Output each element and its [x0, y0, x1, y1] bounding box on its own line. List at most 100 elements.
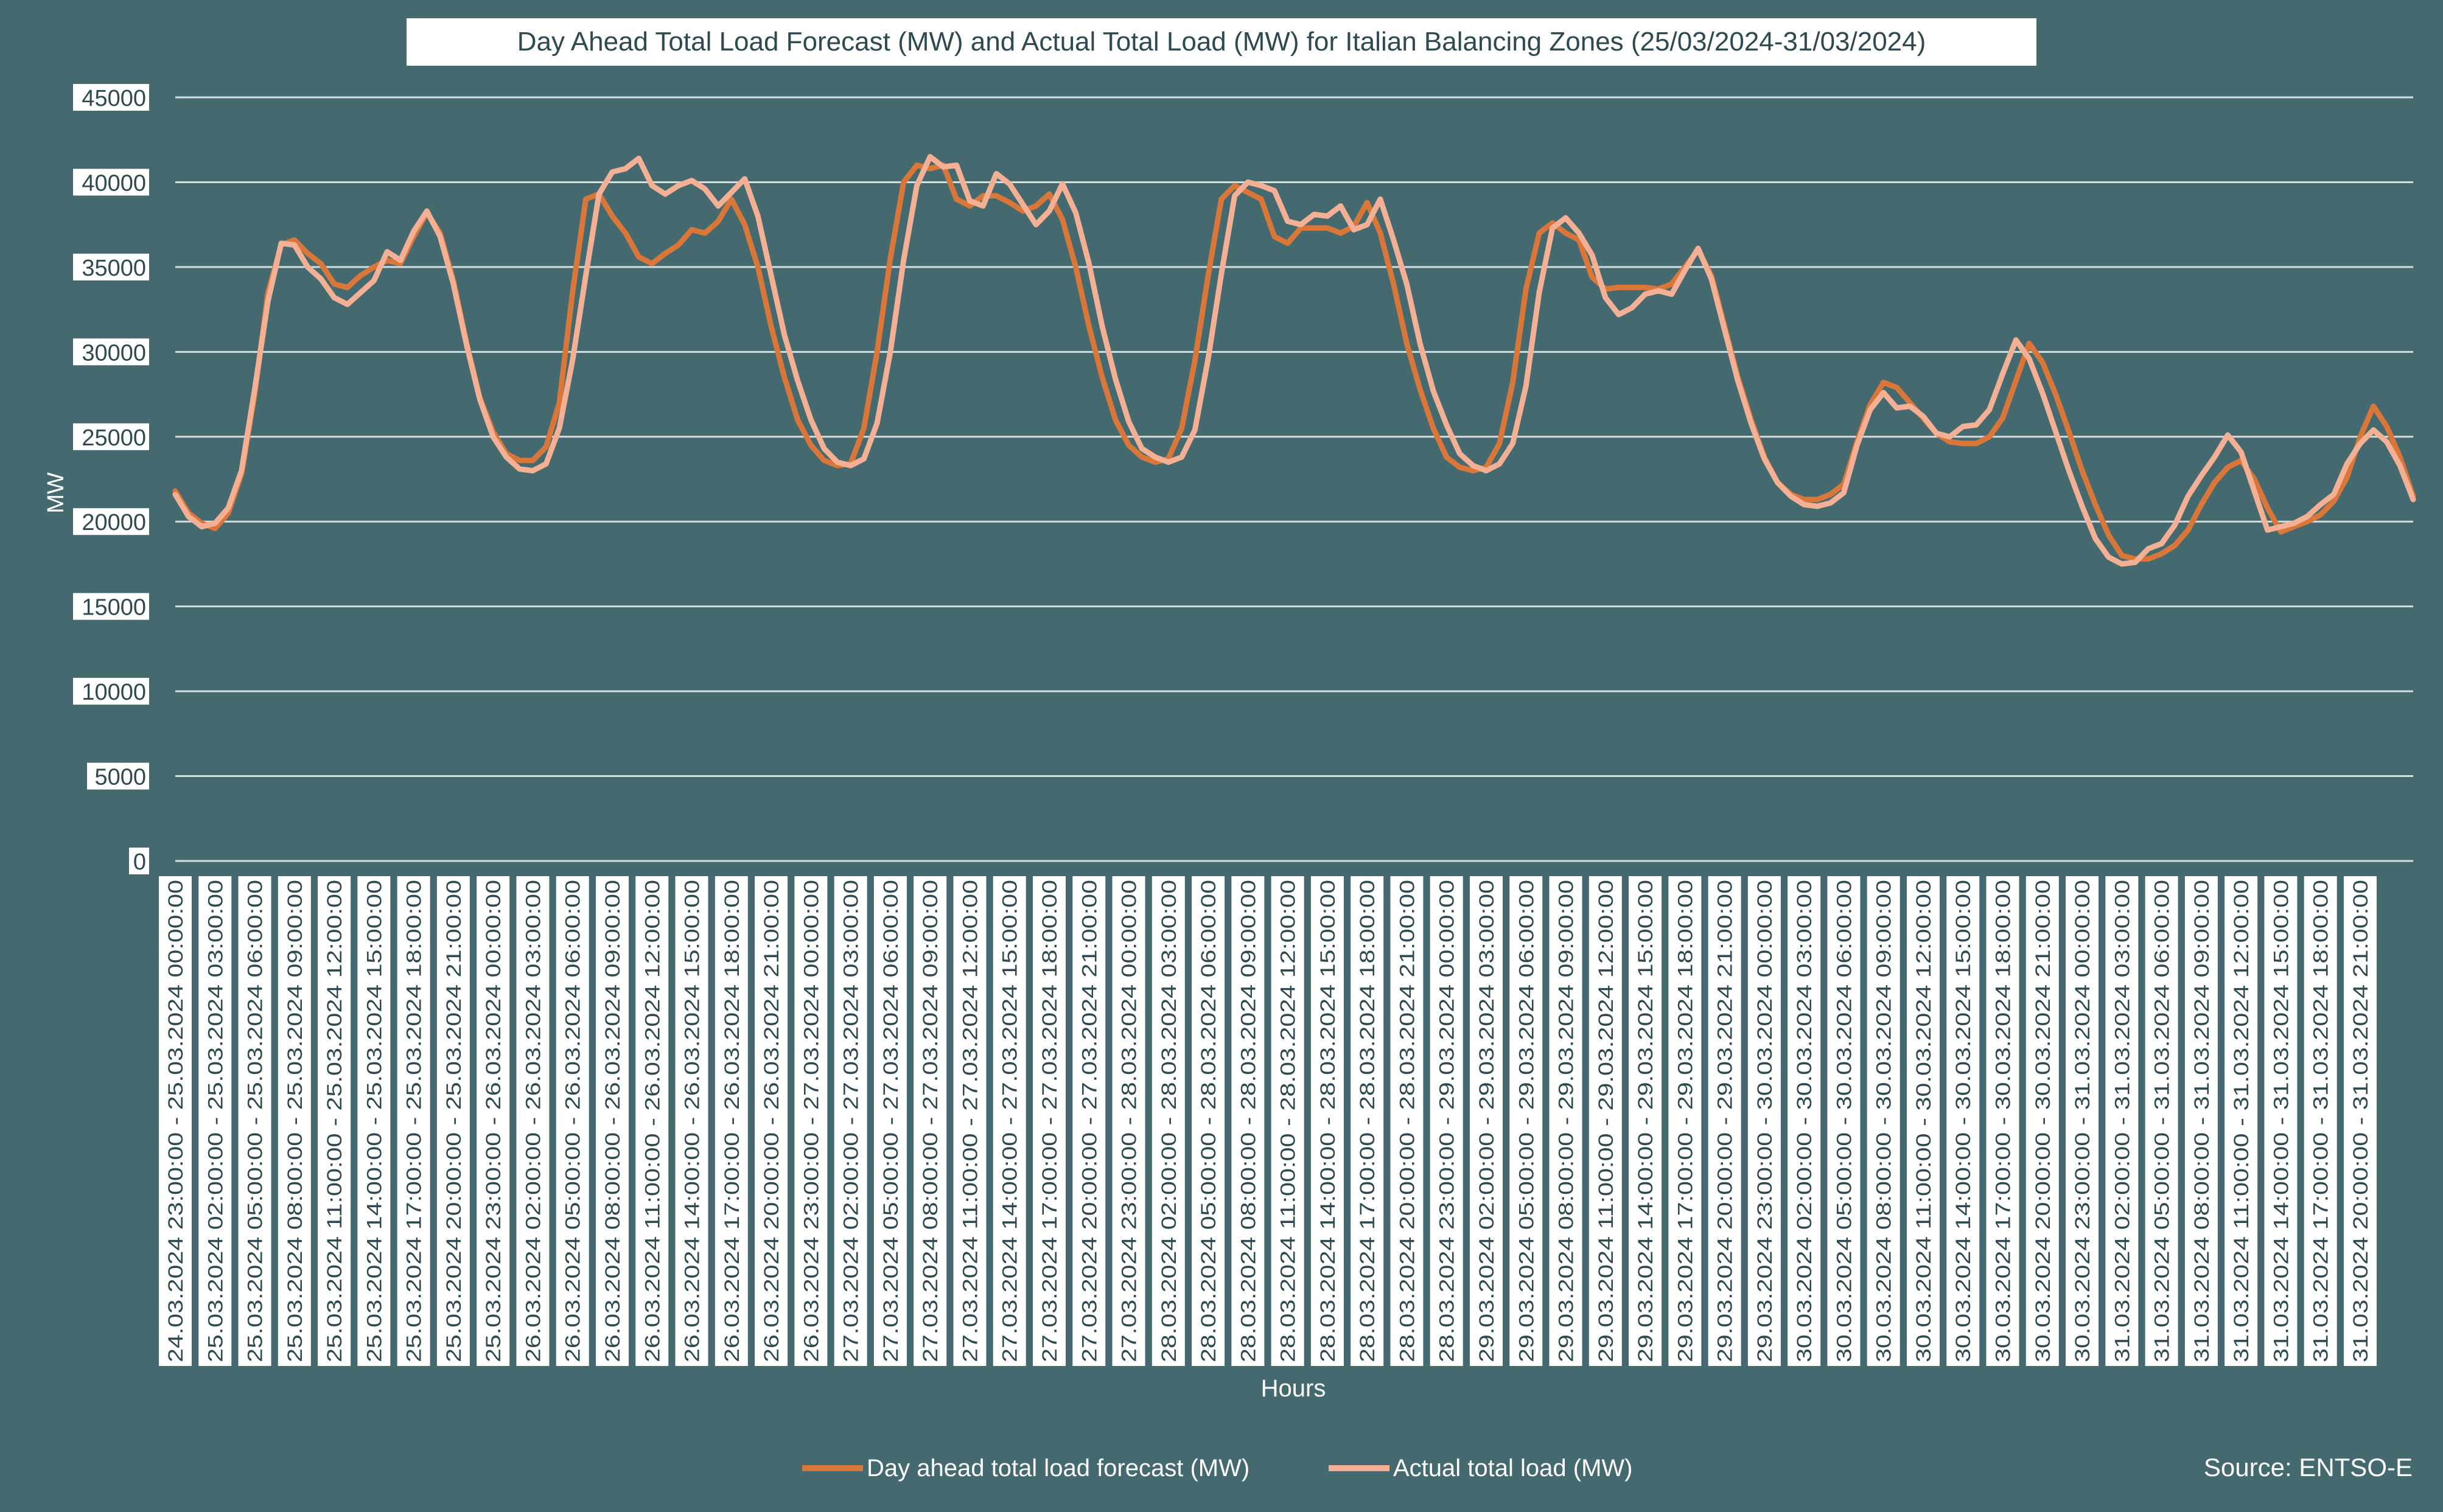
x-tick-label: 29.03.2024 05:00:00 - 29.03.2024 06:00:0…	[1515, 880, 1538, 1362]
x-tick-bg	[318, 876, 351, 1366]
x-tick-label: 27.03.2024 08:00:00 - 27.03.2024 09:00:0…	[919, 880, 942, 1362]
x-tick: 29.03.2024 20:00:00 - 29.03.2024 21:00:0…	[1708, 876, 1741, 1366]
x-tick-bg	[1152, 876, 1185, 1366]
x-tick-bg	[2025, 876, 2059, 1366]
x-tick-bg	[1032, 876, 1066, 1366]
x-tick-bg	[2066, 876, 2099, 1366]
x-tick-bg	[2145, 876, 2178, 1366]
x-tick-label: 27.03.2024 02:00:00 - 27.03.2024 03:00:0…	[840, 880, 863, 1362]
x-tick-bg	[1788, 876, 1821, 1366]
x-tick-label: 25.03.2024 14:00:00 - 25.03.2024 15:00:0…	[363, 880, 386, 1362]
x-tick: 26.03.2024 20:00:00 - 26.03.2024 21:00:0…	[755, 876, 788, 1366]
x-tick-label: 26.03.2024 08:00:00 - 26.03.2024 09:00:0…	[601, 880, 624, 1362]
x-tick-bg	[834, 876, 867, 1366]
x-tick-bg	[2225, 876, 2258, 1366]
x-tick: 27.03.2024 02:00:00 - 27.03.2024 03:00:0…	[834, 876, 867, 1366]
x-tick-bg	[2304, 876, 2337, 1366]
x-tick-bg	[2105, 876, 2139, 1366]
x-tick-bg	[1072, 876, 1106, 1366]
y-tick-label: 45000	[82, 86, 146, 111]
x-tick-bg	[1668, 876, 1702, 1366]
x-tick-bg	[516, 876, 550, 1366]
x-tick-label: 26.03.2024 23:00:00 - 27.03.2024 00:00:0…	[800, 880, 823, 1362]
x-tick: 27.03.2024 20:00:00 - 27.03.2024 21:00:0…	[1072, 876, 1106, 1366]
x-tick: 26.03.2024 11:00:00 - 26.03.2024 12:00:0…	[635, 876, 669, 1366]
x-tick-bg	[1629, 876, 1662, 1366]
x-axis-label: Hours	[1260, 1375, 1326, 1402]
x-tick: 26.03.2024 08:00:00 - 26.03.2024 09:00:0…	[595, 876, 629, 1366]
x-tick-bg	[556, 876, 589, 1366]
x-tick-label: 25.03.2024 11:00:00 - 25.03.2024 12:00:0…	[323, 880, 346, 1362]
y-tick-bg	[129, 848, 149, 874]
x-tick: 28.03.2024 23:00:00 - 29.03.2024 00:00:0…	[1430, 876, 1463, 1366]
y-tick-label: 15000	[82, 595, 146, 621]
x-tick-label: 30.03.2024 17:00:00 - 30.03.2024 18:00:0…	[1992, 880, 2015, 1362]
x-tick-label: 28.03.2024 08:00:00 - 28.03.2024 09:00:0…	[1237, 880, 1260, 1362]
x-tick: 26.03.2024 05:00:00 - 26.03.2024 06:00:0…	[556, 876, 589, 1366]
y-tick-bg	[73, 169, 149, 196]
x-tick-label: 26.03.2024 02:00:00 - 26.03.2024 03:00:0…	[522, 880, 545, 1362]
x-tick-bg	[675, 876, 708, 1366]
x-tick: 25.03.2024 14:00:00 - 25.03.2024 15:00:0…	[357, 876, 391, 1366]
x-tick-bg	[1430, 876, 1463, 1366]
x-tick: 24.03.2024 23:00:00 - 25.03.2024 00:00:0…	[159, 876, 192, 1366]
x-tick-bg	[1310, 876, 1344, 1366]
x-tick-label: 30.03.2024 11:00:00 - 30.03.2024 12:00:0…	[1912, 880, 1935, 1362]
x-tick-bg	[1192, 876, 1225, 1366]
x-tick-bg	[755, 876, 788, 1366]
x-tick: 29.03.2024 08:00:00 - 29.03.2024 09:00:0…	[1549, 876, 1582, 1366]
y-tick-label: 35000	[82, 256, 146, 281]
x-tick: 27.03.2024 23:00:00 - 28.03.2024 00:00:0…	[1112, 876, 1145, 1366]
x-tick-bg	[1906, 876, 1940, 1366]
x-tick-label: 30.03.2024 02:00:00 - 30.03.2024 03:00:0…	[1793, 880, 1816, 1362]
x-tick-label: 30.03.2024 14:00:00 - 30.03.2024 15:00:0…	[1952, 880, 1975, 1362]
y-axis-label: MW	[43, 472, 69, 514]
x-tick: 30.03.2024 02:00:00 - 30.03.2024 03:00:0…	[1788, 876, 1821, 1366]
x-tick-bg	[2264, 876, 2298, 1366]
x-tick: 31.03.2024 11:00:00 - 31.03.2024 12:00:0…	[2225, 876, 2258, 1366]
x-tick: 25.03.2024 20:00:00 - 25.03.2024 21:00:0…	[436, 876, 470, 1366]
x-tick: 28.03.2024 08:00:00 - 28.03.2024 09:00:0…	[1231, 876, 1265, 1366]
x-tick-bg	[2184, 876, 2218, 1366]
x-tick: 28.03.2024 05:00:00 - 28.03.2024 06:00:0…	[1192, 876, 1225, 1366]
y-tick-label: 25000	[82, 425, 146, 451]
x-tick-label: 31.03.2024 14:00:00 - 31.03.2024 15:00:0…	[2270, 880, 2293, 1362]
x-tick-label: 29.03.2024 23:00:00 - 30.03.2024 00:00:0…	[1753, 880, 1777, 1362]
x-tick-bg	[595, 876, 629, 1366]
x-tick-bg	[1390, 876, 1424, 1366]
x-tick-bg	[1549, 876, 1582, 1366]
x-tick-label: 25.03.2024 08:00:00 - 25.03.2024 09:00:0…	[284, 880, 307, 1362]
x-tick-bg	[1986, 876, 2019, 1366]
x-tick-bg	[1946, 876, 1980, 1366]
x-tick-bg	[914, 876, 947, 1366]
x-tick-bg	[635, 876, 669, 1366]
y-tick-label: 10000	[82, 680, 146, 705]
x-tick-bg	[198, 876, 232, 1366]
y-tick-bg	[73, 508, 149, 535]
x-tick: 31.03.2024 17:00:00 - 31.03.2024 18:00:0…	[2304, 876, 2337, 1366]
x-tick: 26.03.2024 17:00:00 - 26.03.2024 18:00:0…	[715, 876, 748, 1366]
x-tick-label: 27.03.2024 17:00:00 - 27.03.2024 18:00:0…	[1038, 880, 1061, 1362]
x-tick-bg	[794, 876, 828, 1366]
x-tick-label: 27.03.2024 20:00:00 - 27.03.2024 21:00:0…	[1078, 880, 1101, 1362]
x-tick-bg	[1867, 876, 1900, 1366]
x-tick-label: 29.03.2024 14:00:00 - 29.03.2024 15:00:0…	[1634, 880, 1657, 1362]
x-tick: 28.03.2024 02:00:00 - 28.03.2024 03:00:0…	[1152, 876, 1185, 1366]
x-tick-label: 26.03.2024 11:00:00 - 26.03.2024 12:00:0…	[641, 880, 664, 1362]
x-tick: 27.03.2024 05:00:00 - 27.03.2024 06:00:0…	[873, 876, 907, 1366]
legend-label-forecast: Day ahead total load forecast (MW)	[867, 1454, 1250, 1482]
x-tick: 29.03.2024 02:00:00 - 29.03.2024 03:00:0…	[1469, 876, 1503, 1366]
x-tick-label: 31.03.2024 02:00:00 - 31.03.2024 03:00:0…	[2111, 880, 2134, 1362]
x-tick: 25.03.2024 02:00:00 - 25.03.2024 03:00:0…	[198, 876, 232, 1366]
x-tick-label: 31.03.2024 11:00:00 - 31.03.2024 12:00:0…	[2230, 880, 2253, 1362]
x-tick-bg	[278, 876, 311, 1366]
x-tick-label: 28.03.2024 02:00:00 - 28.03.2024 03:00:0…	[1158, 880, 1181, 1362]
x-tick: 27.03.2024 17:00:00 - 27.03.2024 18:00:0…	[1032, 876, 1066, 1366]
x-tick-label: 28.03.2024 05:00:00 - 28.03.2024 06:00:0…	[1197, 880, 1220, 1362]
x-tick-bg	[715, 876, 748, 1366]
x-tick-bg	[1351, 876, 1384, 1366]
x-tick-label: 29.03.2024 11:00:00 - 29.03.2024 12:00:0…	[1595, 880, 1618, 1362]
x-tick: 31.03.2024 02:00:00 - 31.03.2024 03:00:0…	[2105, 876, 2139, 1366]
